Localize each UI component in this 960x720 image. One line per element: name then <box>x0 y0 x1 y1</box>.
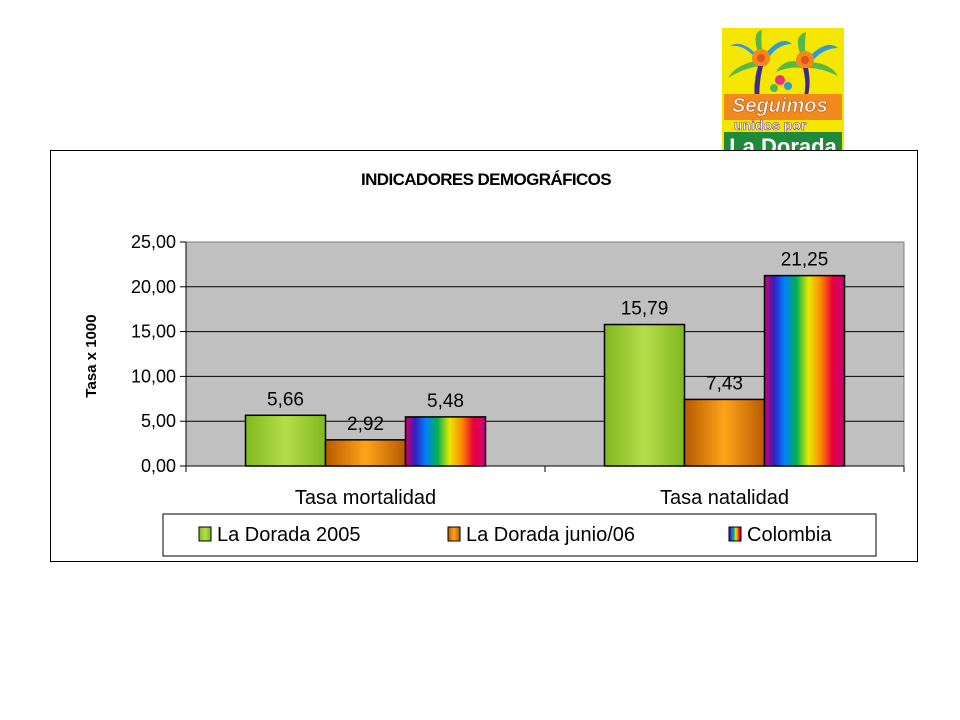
x-category-label: Tasa natalidad <box>660 487 789 509</box>
legend: La Dorada 2005 La Dorada junio/06 Colombia <box>162 513 877 557</box>
chart-frame: INDICADORES DEMOGRÁFICOS Tasa x 1000 0,0… <box>50 150 918 562</box>
legend-swatch <box>728 526 742 542</box>
data-label: 5,48 <box>427 391 464 412</box>
y-tick-label: 20,00 <box>131 277 176 297</box>
data-label: 21,25 <box>781 250 829 271</box>
data-label: 7,43 <box>706 373 743 394</box>
data-label: 5,66 <box>267 389 304 410</box>
y-tick-label: 5,00 <box>141 411 176 431</box>
legend-swatch <box>447 526 461 542</box>
y-axis-label: Tasa x 1000 <box>83 314 100 397</box>
bar-chart: INDICADORES DEMOGRÁFICOS Tasa x 1000 0,0… <box>83 170 905 557</box>
y-tick-label: 15,00 <box>131 322 176 342</box>
y-tick-label: 0,00 <box>141 456 176 476</box>
x-axis-ticks: Tasa mortalidad Tasa natalidad <box>185 465 905 509</box>
bar-1-1 <box>683 398 766 467</box>
data-labels: 5,66 2,92 5,48 15,79 7,43 21,25 <box>267 250 828 435</box>
data-label: 15,79 <box>621 299 669 320</box>
bar-0-2 <box>404 416 487 467</box>
bar-1-2 <box>763 274 846 467</box>
legend-label: La Dorada 2005 <box>217 524 360 546</box>
legend-label: La Dorada junio/06 <box>466 524 635 546</box>
logo-line-1: Seguimos <box>732 95 828 117</box>
x-category-label: Tasa mortalidad <box>295 487 436 509</box>
la-dorada-logo: Seguimos unidos por La Dorada <box>722 28 844 160</box>
legend-swatch <box>198 526 212 542</box>
y-tick-label: 10,00 <box>131 366 176 386</box>
bar-0-0 <box>244 414 327 467</box>
chart-title: INDICADORES DEMOGRÁFICOS <box>361 170 611 189</box>
bar-0-1 <box>324 439 407 467</box>
legend-label: Colombia <box>747 524 832 546</box>
y-axis-ticks: 0,00 5,00 10,00 15,00 20,00 25,00 <box>131 232 187 476</box>
palm-tree-icon <box>728 30 838 102</box>
y-tick-label: 25,00 <box>131 232 176 252</box>
data-label: 2,92 <box>347 414 384 435</box>
logo-line-2: unidos por <box>734 117 807 133</box>
bar-1-0 <box>603 323 686 467</box>
bars <box>244 274 846 467</box>
